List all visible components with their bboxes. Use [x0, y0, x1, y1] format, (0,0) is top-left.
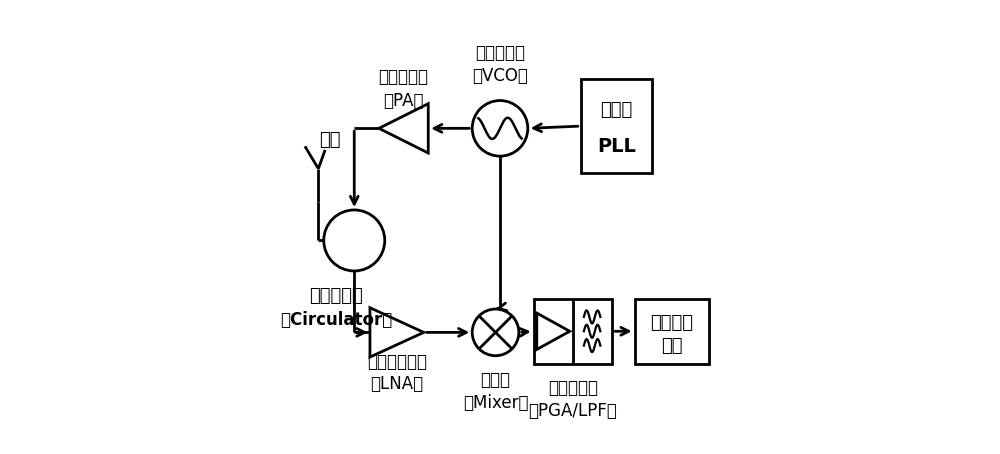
Text: 天线: 天线 [319, 131, 340, 148]
Text: 数字处理: 数字处理 [650, 315, 693, 332]
Text: （VCO）: （VCO） [472, 67, 528, 85]
Text: 压控振荡器: 压控振荡器 [475, 44, 525, 63]
Text: （Mixer）: （Mixer） [463, 394, 528, 412]
Text: （Circulator）: （Circulator） [280, 311, 392, 329]
Bar [581, 79, 652, 173]
Bar [635, 299, 709, 364]
Text: 模块: 模块 [661, 336, 682, 355]
Text: 低噪声放大器: 低噪声放大器 [367, 353, 427, 370]
Text: 功率放大器: 功率放大器 [379, 68, 429, 86]
Text: （PA）: （PA） [383, 93, 424, 110]
Text: 片外环形器: 片外环形器 [309, 286, 363, 305]
Text: PLL: PLL [597, 137, 636, 156]
Text: 混频器: 混频器 [481, 371, 511, 390]
Text: 锁相环: 锁相环 [600, 101, 633, 119]
Text: （LNA）: （LNA） [370, 375, 423, 393]
Text: （PGA/LPF）: （PGA/LPF） [528, 402, 617, 420]
Text: 中频放大器: 中频放大器 [548, 380, 598, 397]
Bar [534, 299, 612, 364]
